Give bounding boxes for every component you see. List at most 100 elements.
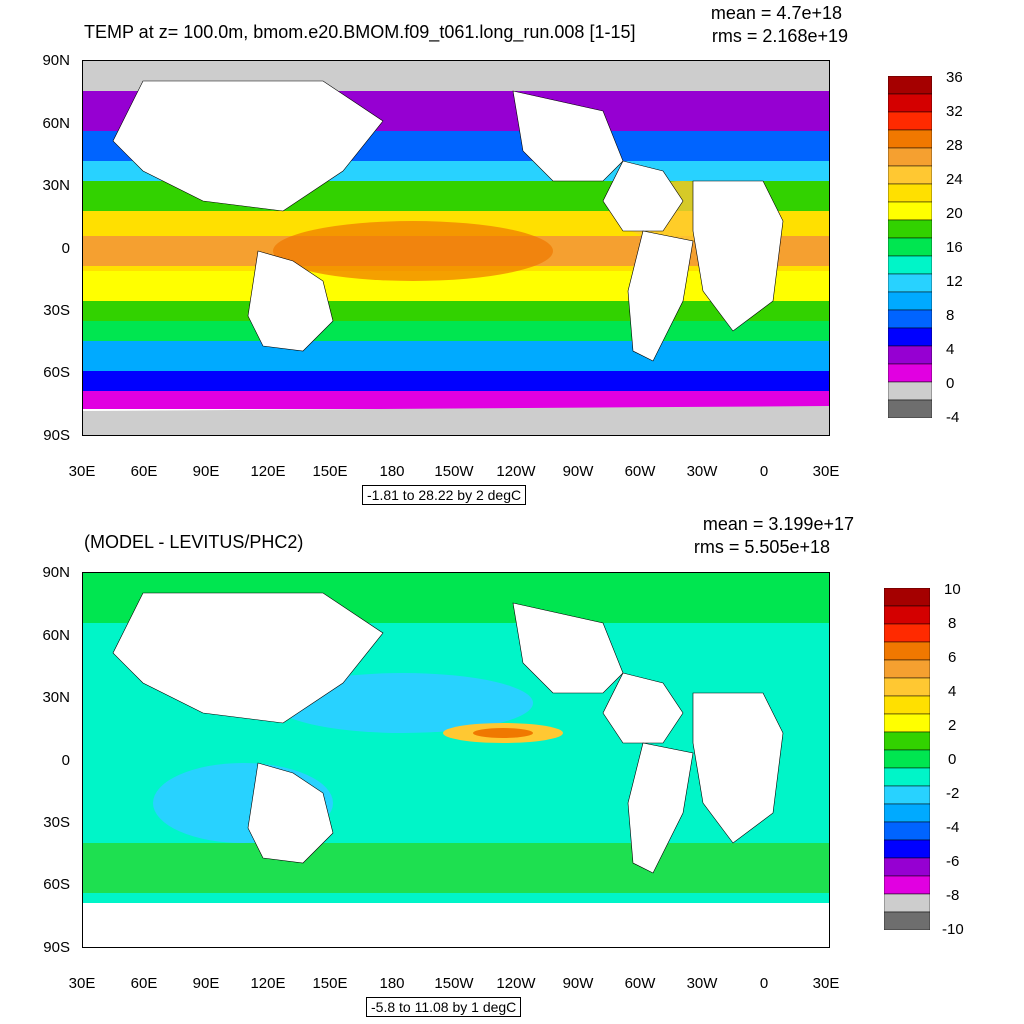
lat-label-60s: 60S	[43, 364, 70, 381]
colorbar-label: 36	[946, 69, 963, 86]
lat-label-60s: 60S	[43, 876, 70, 893]
colorbar-label: 20	[946, 205, 963, 222]
colorbar-swatch	[883, 875, 931, 895]
lat-label-30n: 30N	[42, 689, 70, 706]
colorbar-label: -2	[946, 785, 960, 802]
range-note: -5.8 to 11.08 by 1 degC	[366, 997, 522, 1017]
lon-label: 90W	[562, 463, 594, 480]
panel-title: (MODEL - LEVITUS/PHC2)	[84, 532, 304, 552]
colorbar-swatch	[887, 201, 933, 221]
colorbar-swatch	[887, 381, 933, 401]
colorbar-label: 10	[944, 581, 961, 598]
lon-label: 150W	[434, 463, 474, 480]
colorbar-swatch	[883, 857, 931, 877]
mean-value: mean = 4.7e+18	[710, 3, 842, 23]
colorbar-label: -4	[946, 819, 960, 836]
lat-label-30n: 30N	[42, 177, 70, 194]
lon-label: 150W	[434, 975, 474, 992]
colorbar-swatch	[883, 803, 931, 823]
lon-label: 120W	[496, 975, 536, 992]
colorbar-label: 4	[948, 683, 957, 700]
lat-label-90s: 90S	[43, 939, 70, 956]
colorbar-label: 24	[946, 171, 963, 188]
colorbar-swatch	[887, 309, 933, 329]
colorbar-swatch	[887, 75, 933, 95]
lon-label: 30E	[812, 463, 840, 480]
lon-label: 180	[379, 975, 405, 992]
colorbar-label: -4	[946, 409, 960, 426]
lat-label-90s: 90S	[43, 427, 70, 444]
colorbar-swatch	[883, 821, 931, 841]
lat-label-0: 0	[61, 752, 70, 769]
colorbar-swatch	[887, 111, 933, 131]
lat-label-0: 0	[61, 240, 70, 257]
lon-label: 90E	[192, 975, 220, 992]
lon-label: 30E	[68, 975, 96, 992]
colorbar-swatch	[883, 623, 931, 643]
lat-label-60n: 60N	[42, 115, 70, 132]
lat-label-30s: 30S	[43, 302, 70, 319]
lon-label: 150E	[312, 975, 348, 992]
colorbar-label: 28	[946, 137, 963, 154]
temperature-map-graphic	[83, 61, 829, 435]
colorbar-label: 32	[946, 103, 963, 120]
lon-label: 60W	[624, 463, 656, 480]
lon-label: 0	[759, 975, 769, 992]
colorbar-swatch	[883, 749, 931, 769]
colorbar-label: 0	[948, 751, 957, 768]
colorbar	[887, 75, 933, 419]
colorbar-swatch	[887, 147, 933, 167]
colorbar-label: 8	[948, 615, 957, 632]
colorbar-swatch	[883, 677, 931, 697]
colorbar-swatch	[887, 255, 933, 275]
colorbar-label: -8	[946, 887, 960, 904]
difference-panel: (MODEL - LEVITUS/PHC2) mean = 3.199e+17 …	[0, 512, 1024, 1024]
colorbar-swatch	[887, 237, 933, 257]
colorbar-swatch	[883, 713, 931, 733]
colorbar-label: 2	[948, 717, 957, 734]
lat-label-60n: 60N	[42, 627, 70, 644]
lon-label: 30E	[812, 975, 840, 992]
lon-label: 120E	[250, 975, 286, 992]
colorbar-label: 6	[948, 649, 957, 666]
colorbar-swatches	[883, 587, 931, 931]
lon-label: 0	[759, 463, 769, 480]
rms-value: rms = 2.168e+19	[711, 26, 848, 46]
lon-label: 150E	[312, 463, 348, 480]
lon-label: 90W	[562, 975, 594, 992]
rms-value: rms = 5.505e+18	[693, 537, 830, 557]
mean-value: mean = 3.199e+17	[702, 514, 854, 534]
temperature-map	[82, 60, 830, 436]
colorbar-swatch	[883, 695, 931, 715]
difference-map	[82, 572, 830, 948]
colorbar-swatch	[887, 327, 933, 347]
lon-label: 30W	[686, 975, 718, 992]
colorbar-label: 0	[946, 375, 955, 392]
colorbar-swatch	[887, 363, 933, 383]
colorbar-swatch	[883, 911, 931, 931]
colorbar-swatch	[883, 767, 931, 787]
colorbar-swatch	[883, 587, 931, 607]
colorbar	[883, 587, 931, 931]
range-note: -1.81 to 28.22 by 2 degC	[362, 485, 527, 505]
colorbar-swatches	[887, 75, 933, 419]
lon-label: 60W	[624, 975, 656, 992]
colorbar-swatch	[887, 219, 933, 239]
colorbar-swatch	[883, 731, 931, 751]
colorbar-label: 12	[946, 273, 963, 290]
colorbar-swatch	[887, 183, 933, 203]
lon-label: 30E	[68, 463, 96, 480]
colorbar-label: 16	[946, 239, 963, 256]
colorbar-swatch	[887, 273, 933, 293]
lon-label: 180	[379, 463, 405, 480]
colorbar-swatch	[887, 165, 933, 185]
colorbar-swatch	[883, 641, 931, 661]
colorbar-swatch	[883, 605, 931, 625]
colorbar-swatch	[887, 93, 933, 113]
lon-label: 60E	[130, 463, 158, 480]
colorbar-label: 8	[946, 307, 955, 324]
lat-label-30s: 30S	[43, 814, 70, 831]
difference-map-graphic	[83, 573, 829, 947]
colorbar-swatch	[887, 399, 933, 419]
lon-label: 90E	[192, 463, 220, 480]
